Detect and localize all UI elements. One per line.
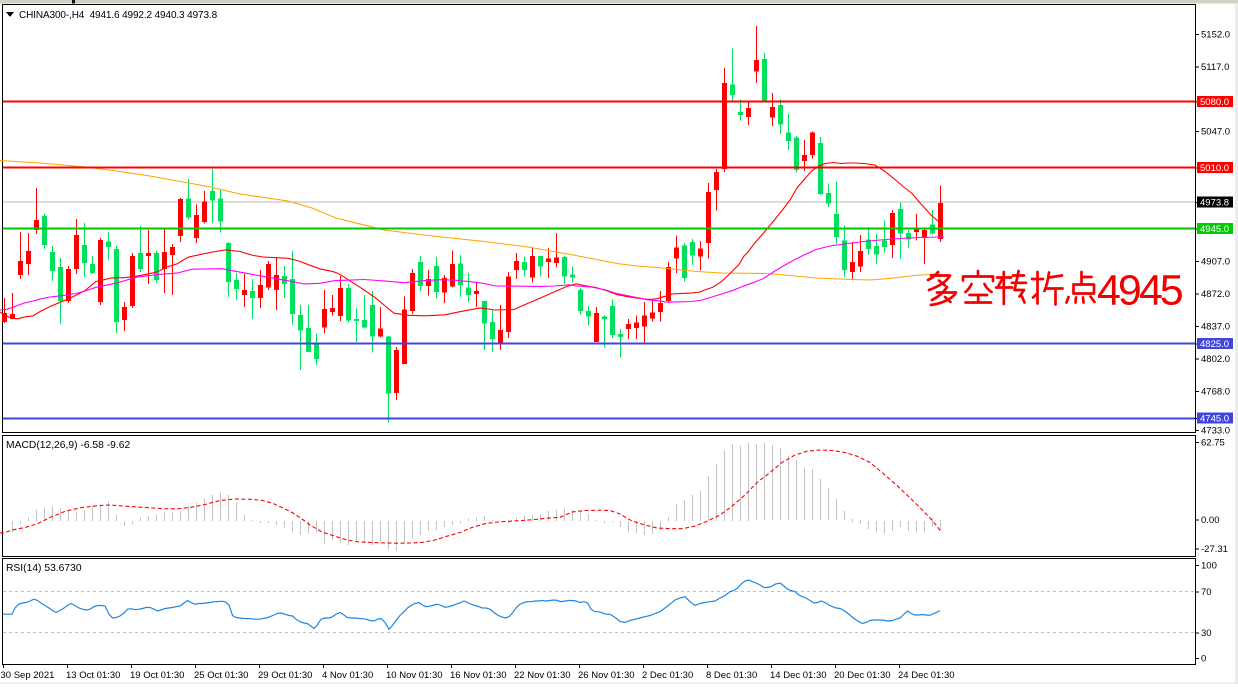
- svg-text:2 Dec 01:30: 2 Dec 01:30: [642, 670, 693, 681]
- svg-text:22 Nov 01:30: 22 Nov 01:30: [514, 670, 571, 681]
- svg-text:70: 70: [1201, 587, 1212, 598]
- svg-text:4733.0: 4733.0: [1201, 426, 1230, 437]
- svg-text:4825.0: 4825.0: [1200, 339, 1229, 350]
- svg-text:10 Nov 01:30: 10 Nov 01:30: [386, 670, 443, 681]
- svg-text:MACD(12,26,9) -6.58 -9.62: MACD(12,26,9) -6.58 -9.62: [6, 440, 130, 451]
- svg-text:62.75: 62.75: [1201, 438, 1225, 449]
- svg-text:4872.0: 4872.0: [1201, 289, 1230, 300]
- svg-text:14 Dec 01:30: 14 Dec 01:30: [770, 670, 827, 681]
- svg-text:19 Oct 01:30: 19 Oct 01:30: [130, 670, 184, 681]
- svg-text:4745.0: 4745.0: [1200, 414, 1229, 425]
- svg-text:4 Nov 01:30: 4 Nov 01:30: [322, 670, 373, 681]
- svg-text:4837.0: 4837.0: [1201, 322, 1230, 333]
- svg-text:25 Oct 01:30: 25 Oct 01:30: [194, 670, 248, 681]
- svg-text:5080.0: 5080.0: [1200, 97, 1229, 108]
- svg-text:5010.0: 5010.0: [1200, 163, 1229, 174]
- svg-text:26 Nov 01:30: 26 Nov 01:30: [578, 670, 635, 681]
- svg-text:100: 100: [1201, 561, 1217, 572]
- svg-text:30: 30: [1201, 628, 1212, 639]
- svg-text:CHINA300-,H4 4941.6 4992.2 49: CHINA300-,H4 4941.6 4992.2 4940.3 4973.8: [19, 10, 218, 21]
- svg-text:5117.0: 5117.0: [1201, 62, 1229, 73]
- svg-text:4973.8: 4973.8: [1200, 198, 1229, 209]
- svg-text:30 Sep 2021: 30 Sep 2021: [1, 670, 55, 681]
- svg-text:8 Dec 01:30: 8 Dec 01:30: [706, 670, 757, 681]
- svg-text:4945.0: 4945.0: [1200, 224, 1229, 235]
- svg-text:24 Dec 01:30: 24 Dec 01:30: [898, 670, 955, 681]
- svg-text:0.00: 0.00: [1201, 515, 1220, 526]
- svg-text:0: 0: [1201, 654, 1206, 665]
- svg-text:29 Oct 01:30: 29 Oct 01:30: [258, 670, 312, 681]
- svg-text:4945: 4945: [1097, 267, 1183, 315]
- svg-text:4768.0: 4768.0: [1201, 387, 1230, 398]
- svg-text:4802.0: 4802.0: [1201, 354, 1230, 365]
- svg-text:13 Oct 01:30: 13 Oct 01:30: [66, 670, 120, 681]
- svg-text:-27.31: -27.31: [1201, 544, 1228, 555]
- svg-text:16 Nov 01:30: 16 Nov 01:30: [450, 670, 507, 681]
- svg-text:RSI(14) 53.6730: RSI(14) 53.6730: [6, 563, 82, 574]
- svg-text:5152.0: 5152.0: [1201, 30, 1230, 41]
- svg-text:20 Dec 01:30: 20 Dec 01:30: [834, 670, 891, 681]
- svg-text:4907.0: 4907.0: [1201, 257, 1230, 268]
- svg-text:5047.0: 5047.0: [1201, 127, 1230, 138]
